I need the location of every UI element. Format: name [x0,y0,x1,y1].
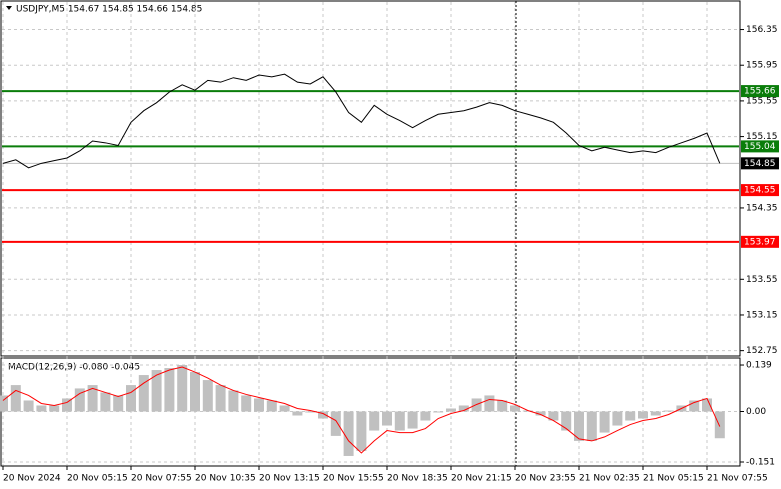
macd-bar [535,411,546,416]
macd-bar [330,411,341,436]
price-panel [0,0,741,357]
macd-bar [62,398,72,412]
x-tick-label: 20 Nov 18:35 [387,474,448,484]
macd-bar [228,390,239,412]
symbol-arrow [6,6,12,10]
y-tick-label: 153.55 [746,275,778,285]
y-tick-label: 154.35 [746,203,778,213]
macd-bar [561,411,572,431]
macd-bar [215,385,226,412]
macd-bar [548,411,559,421]
y-tick-label: 153.15 [746,310,778,320]
macd-bar [266,400,277,412]
level-label: 153.97 [744,237,776,247]
x-tick-label: 20 Nov 21:15 [451,474,512,484]
signal-line [2,366,721,454]
level-label-bg [741,184,779,197]
level-label: 155.04 [744,142,776,152]
macd-bar [433,411,444,413]
y-tick-label: 156.35 [746,25,778,35]
macd-bar [625,411,636,421]
macd-bar [36,405,47,412]
macd-bar [586,411,597,441]
macd-bar [484,395,495,412]
y-tick-label: 0.00 [746,407,766,417]
macd-bar [164,368,175,412]
y-tick-label: -0.151 [746,457,775,467]
macd-bar [407,411,418,429]
x-tick-label: 20 Nov 10:35 [195,474,256,484]
macd-bar [458,405,469,412]
macd-bar [151,370,162,412]
macd-bar [702,398,712,412]
macd-bar [202,380,213,412]
macd-title: MACD(12,26,9) -0.080 -0.045 [8,363,140,373]
macd-bar [254,398,264,412]
macd-bar [599,411,610,433]
macd-bar [87,385,98,412]
price-line [2,73,721,169]
macd-bar [663,410,674,412]
macd-bar [74,388,85,412]
chart-title: USDJPY,M5 154.67 154.85 154.66 154.85 [16,5,202,15]
macd-bar [126,385,136,412]
macd-bar [574,411,584,441]
level-label: 154.55 [744,186,776,196]
level-label-bg [741,140,779,153]
macd-bar [638,411,648,419]
macd-bar [343,411,354,456]
macd-bar [0,395,8,412]
macd-bar [190,372,200,412]
macd-bar [650,411,661,416]
y-tick-label: 152.75 [746,346,778,356]
macd-bar [177,365,188,412]
macd-bar [369,411,380,431]
macd-bar [714,411,725,439]
macd-bar [241,395,252,412]
x-tick-label: 21 Nov 02:35 [579,474,640,484]
macd-bar [382,411,392,426]
y-tick-label: 155.95 [746,61,778,71]
last-price-label: 154.85 [744,159,776,169]
x-tick-label: 21 Nov 05:15 [643,474,704,484]
y-tick-label: 155.55 [746,96,778,106]
macd-bar [49,405,60,412]
y-tick-label: 0.139 [746,361,772,371]
macd-bar [356,411,367,451]
x-tick-label: 20 Nov 2024 [3,474,61,484]
macd-bar [510,405,520,412]
x-tick-label: 21 Nov 07:55 [707,474,768,484]
level-label-bg [741,235,779,248]
macd-bar [10,385,21,412]
macd-bar [394,411,405,431]
x-tick-label: 20 Nov 07:55 [131,474,192,484]
macd-bar [420,411,431,421]
macd-panel [0,357,741,467]
macd-bar [23,400,34,412]
macd-bar [446,408,456,412]
x-tick-label: 20 Nov 05:15 [67,474,128,484]
macd-bar [113,395,124,412]
level-label: 155.66 [744,87,776,97]
y-tick-label: 155.15 [746,132,778,142]
macd-bar [138,375,149,412]
level-label-bg [741,85,779,98]
x-tick-label: 20 Nov 23:55 [515,474,576,484]
macd-bar [689,400,700,412]
macd-bar [100,392,111,412]
macd-bar [612,411,623,426]
macd-bar [318,411,328,419]
macd-bar [279,405,290,412]
x-tick-label: 20 Nov 13:15 [259,474,320,484]
x-tick-label: 20 Nov 15:55 [323,474,384,484]
last-price-bg [741,157,779,170]
macd-bar [305,411,316,413]
macd-bar [497,400,508,412]
macd-bar [292,411,303,416]
